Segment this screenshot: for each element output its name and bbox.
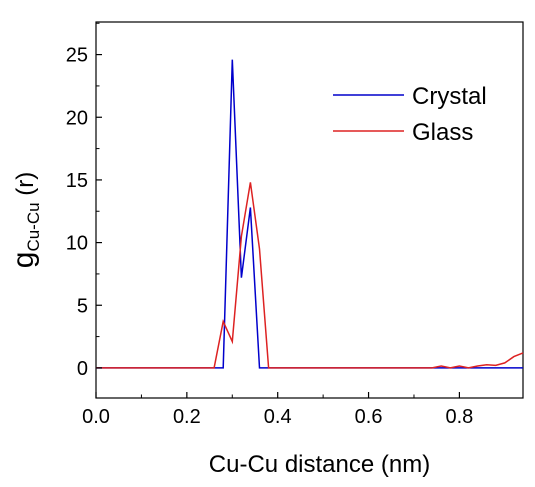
legend-label-glass: Glass: [412, 119, 473, 146]
plot-frame: [95, 21, 524, 399]
y-tick-label: 20: [66, 107, 88, 129]
y-axis-title-tail: (r): [12, 172, 39, 203]
x-axis-ticks: 0.0 0.2 0.4 0.6 0.8: [82, 392, 473, 428]
y-axis-ticks: 0 5 10 15 20 25: [66, 22, 102, 380]
series-line-crystal: [96, 59, 523, 369]
y-axis-title-main: g: [7, 252, 40, 269]
x-tick-label: 0.0: [82, 406, 110, 428]
y-tick-label: 10: [66, 233, 88, 255]
series-layer: [96, 59, 524, 369]
y-axis-title: gCu-Cu (r): [7, 172, 43, 268]
y-tick-label: 15: [66, 170, 88, 192]
x-tick-label: 0.6: [355, 406, 383, 428]
plot-area: 0.0 0.2 0.4 0.6 0.8 0 5 10 15 20 25: [66, 21, 524, 428]
y-axis-title-subscript: Cu-Cu: [24, 202, 43, 251]
y-tick-label: 0: [77, 358, 88, 380]
y-tick-label: 5: [77, 295, 88, 317]
x-axis-title: Cu-Cu distance (nm): [209, 451, 430, 478]
x-tick-label: 0.2: [173, 406, 201, 428]
legend: Crystal Glass: [333, 83, 487, 146]
y-tick-label: 25: [66, 45, 88, 67]
series-line-glass: [96, 182, 524, 369]
legend-label-crystal: Crystal: [412, 83, 487, 110]
x-tick-label: 0.8: [445, 406, 473, 428]
x-tick-label: 0.4: [264, 406, 292, 428]
